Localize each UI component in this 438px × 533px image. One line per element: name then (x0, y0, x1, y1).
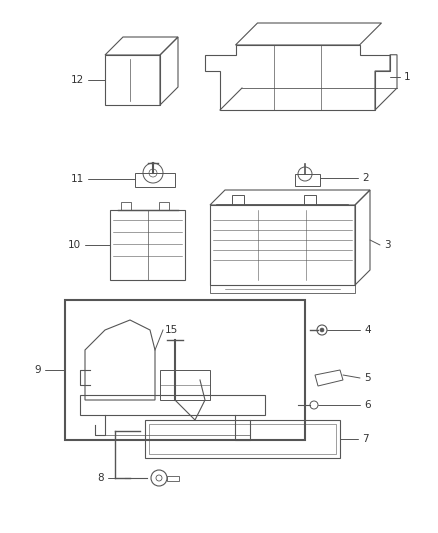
Text: 7: 7 (362, 434, 369, 444)
Bar (121, 202, 131, 210)
Text: 5: 5 (364, 373, 371, 383)
Bar (160, 370, 210, 400)
Text: 15: 15 (165, 325, 178, 335)
Text: 9: 9 (34, 365, 41, 375)
Bar (304, 195, 316, 205)
Bar (149, 424, 336, 454)
Text: 6: 6 (364, 400, 371, 410)
Bar (65, 300, 305, 440)
Bar (232, 195, 244, 205)
Text: 4: 4 (364, 325, 371, 335)
Text: 3: 3 (384, 240, 391, 250)
Text: 11: 11 (71, 174, 84, 184)
Bar (145, 420, 340, 458)
Text: 1: 1 (404, 72, 411, 82)
Text: 2: 2 (362, 173, 369, 183)
Text: 10: 10 (68, 240, 81, 250)
Text: 12: 12 (71, 75, 84, 85)
Bar (159, 202, 169, 210)
Text: 8: 8 (97, 473, 104, 483)
Circle shape (320, 328, 324, 332)
Bar (167, 475, 179, 481)
